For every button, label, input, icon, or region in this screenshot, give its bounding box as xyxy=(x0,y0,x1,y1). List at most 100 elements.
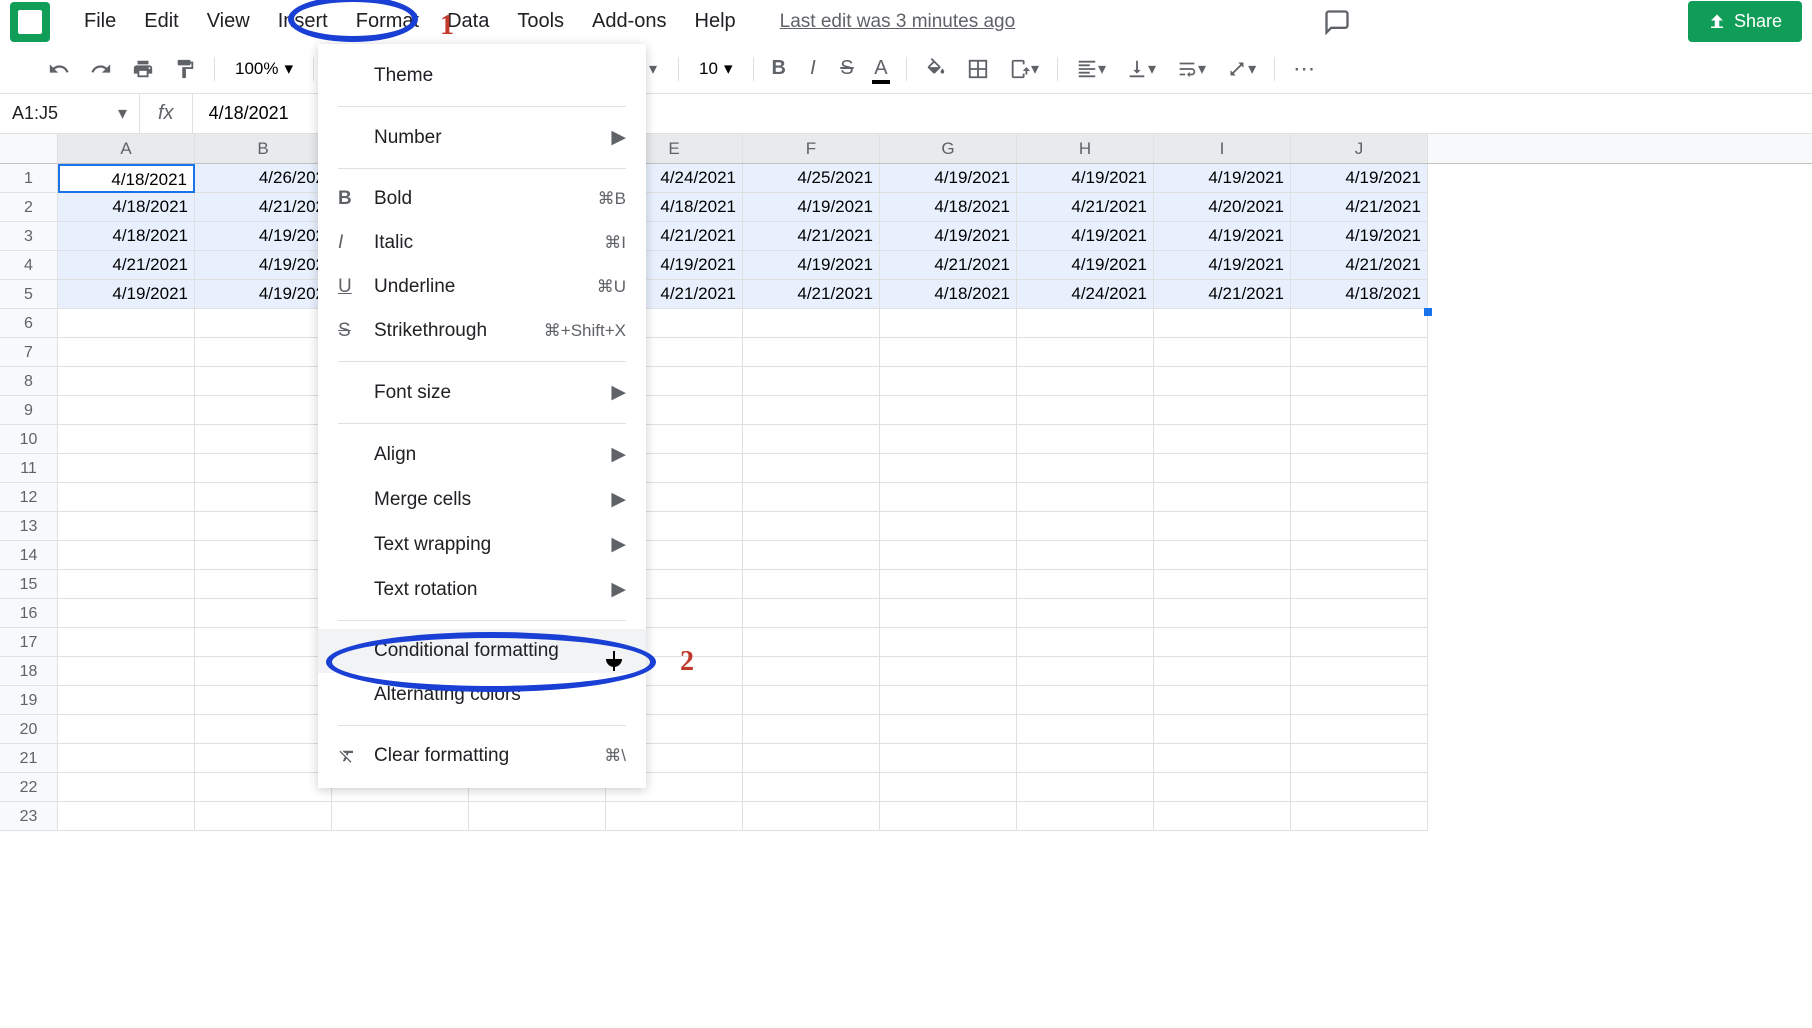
cell[interactable]: 4/21/2021 xyxy=(743,222,880,251)
cell[interactable] xyxy=(1154,773,1291,802)
cell[interactable] xyxy=(58,802,195,831)
cell[interactable]: 4/19/2021 xyxy=(1017,251,1154,280)
cell[interactable] xyxy=(1017,628,1154,657)
cell[interactable] xyxy=(195,454,332,483)
cell[interactable]: 4/19/2021 xyxy=(880,164,1017,193)
cell[interactable] xyxy=(880,512,1017,541)
dd-clear-formatting[interactable]: Clear formatting⌘\ xyxy=(318,734,646,778)
cell[interactable] xyxy=(1017,715,1154,744)
menu-addons[interactable]: Add-ons xyxy=(578,4,681,39)
cell[interactable] xyxy=(743,367,880,396)
cell[interactable] xyxy=(1017,599,1154,628)
cell[interactable] xyxy=(880,715,1017,744)
fontsize-select[interactable]: 10 ▾ xyxy=(689,59,742,79)
cell[interactable] xyxy=(195,657,332,686)
col-header-J[interactable]: J xyxy=(1291,134,1428,163)
cell[interactable] xyxy=(58,744,195,773)
cell[interactable] xyxy=(1154,744,1291,773)
cell[interactable] xyxy=(195,483,332,512)
share-button[interactable]: Share xyxy=(1688,1,1802,42)
cell[interactable] xyxy=(58,367,195,396)
row-header[interactable]: 2 xyxy=(0,193,57,222)
cell[interactable] xyxy=(1291,715,1428,744)
row-header[interactable]: 21 xyxy=(0,744,57,773)
row-header[interactable]: 5 xyxy=(0,280,57,309)
cell[interactable] xyxy=(58,309,195,338)
cell[interactable] xyxy=(1154,686,1291,715)
col-header-I[interactable]: I xyxy=(1154,134,1291,163)
row-header[interactable]: 23 xyxy=(0,802,57,831)
cell[interactable] xyxy=(195,802,332,831)
cell[interactable] xyxy=(743,599,880,628)
cell[interactable] xyxy=(195,599,332,628)
cell[interactable] xyxy=(1291,628,1428,657)
cell[interactable] xyxy=(195,541,332,570)
cell[interactable] xyxy=(743,425,880,454)
cell[interactable] xyxy=(1017,454,1154,483)
cell[interactable] xyxy=(1154,425,1291,454)
cell[interactable] xyxy=(1017,512,1154,541)
row-header[interactable]: 16 xyxy=(0,599,57,628)
row-header[interactable]: 10 xyxy=(0,425,57,454)
cell[interactable] xyxy=(743,541,880,570)
cell[interactable] xyxy=(743,338,880,367)
row-header[interactable]: 17 xyxy=(0,628,57,657)
cell[interactable] xyxy=(58,512,195,541)
dd-fontsize[interactable]: Font size▶ xyxy=(318,370,646,415)
cell[interactable] xyxy=(1154,367,1291,396)
fill-color-button[interactable] xyxy=(917,52,955,86)
cell[interactable]: 4/19/2021 xyxy=(1291,222,1428,251)
cell[interactable] xyxy=(332,802,469,831)
cell[interactable] xyxy=(1017,773,1154,802)
dd-underline[interactable]: UUnderline⌘U xyxy=(318,265,646,309)
redo-button[interactable] xyxy=(82,52,120,86)
cell[interactable] xyxy=(1154,396,1291,425)
cell[interactable] xyxy=(743,512,880,541)
cell[interactable] xyxy=(1154,657,1291,686)
cell[interactable] xyxy=(195,309,332,338)
cell[interactable]: 4/19/2021 xyxy=(1154,222,1291,251)
cell[interactable] xyxy=(1154,628,1291,657)
dd-italic[interactable]: IItalic⌘I xyxy=(318,221,646,265)
dd-merge[interactable]: Merge cells▶ xyxy=(318,477,646,522)
cell[interactable] xyxy=(743,773,880,802)
selection-handle[interactable] xyxy=(1424,308,1432,316)
cell[interactable] xyxy=(1291,599,1428,628)
row-header[interactable]: 13 xyxy=(0,512,57,541)
cell[interactable] xyxy=(743,802,880,831)
cell[interactable] xyxy=(58,483,195,512)
cell[interactable]: 4/19/2021 xyxy=(1291,164,1428,193)
cell[interactable] xyxy=(58,425,195,454)
text-color-button[interactable]: A xyxy=(866,52,896,86)
cell[interactable]: 4/21/2021 xyxy=(1291,251,1428,280)
cell[interactable] xyxy=(195,570,332,599)
row-header[interactable]: 9 xyxy=(0,396,57,425)
dd-bold[interactable]: BBold⌘B xyxy=(318,177,646,221)
dd-conditional-formatting[interactable]: Conditional formatting xyxy=(318,629,646,673)
cell[interactable] xyxy=(1154,512,1291,541)
cell[interactable] xyxy=(195,628,332,657)
cell[interactable] xyxy=(1017,541,1154,570)
cell[interactable] xyxy=(880,338,1017,367)
cell[interactable] xyxy=(1291,483,1428,512)
borders-button[interactable] xyxy=(959,52,997,86)
row-header[interactable]: 14 xyxy=(0,541,57,570)
menu-view[interactable]: View xyxy=(193,4,264,39)
cell[interactable]: 4/19/2021 xyxy=(58,280,195,309)
cell[interactable]: 4/25/2021 xyxy=(743,164,880,193)
col-header-F[interactable]: F xyxy=(743,134,880,163)
cell[interactable] xyxy=(58,686,195,715)
cell[interactable] xyxy=(1154,802,1291,831)
cell[interactable]: 4/21/2021 xyxy=(1154,280,1291,309)
cell[interactable] xyxy=(1017,309,1154,338)
cell[interactable] xyxy=(1291,338,1428,367)
halign-button[interactable]: ▾ xyxy=(1068,52,1114,86)
cell[interactable]: 4/21/2021 xyxy=(743,280,880,309)
dd-theme[interactable]: Theme xyxy=(318,54,646,98)
cell[interactable]: 4/19/2021 xyxy=(1154,164,1291,193)
cell[interactable] xyxy=(1291,773,1428,802)
cell[interactable] xyxy=(469,802,606,831)
row-header[interactable]: 19 xyxy=(0,686,57,715)
cell[interactable]: 4/19/2021 xyxy=(743,251,880,280)
cell[interactable] xyxy=(880,599,1017,628)
